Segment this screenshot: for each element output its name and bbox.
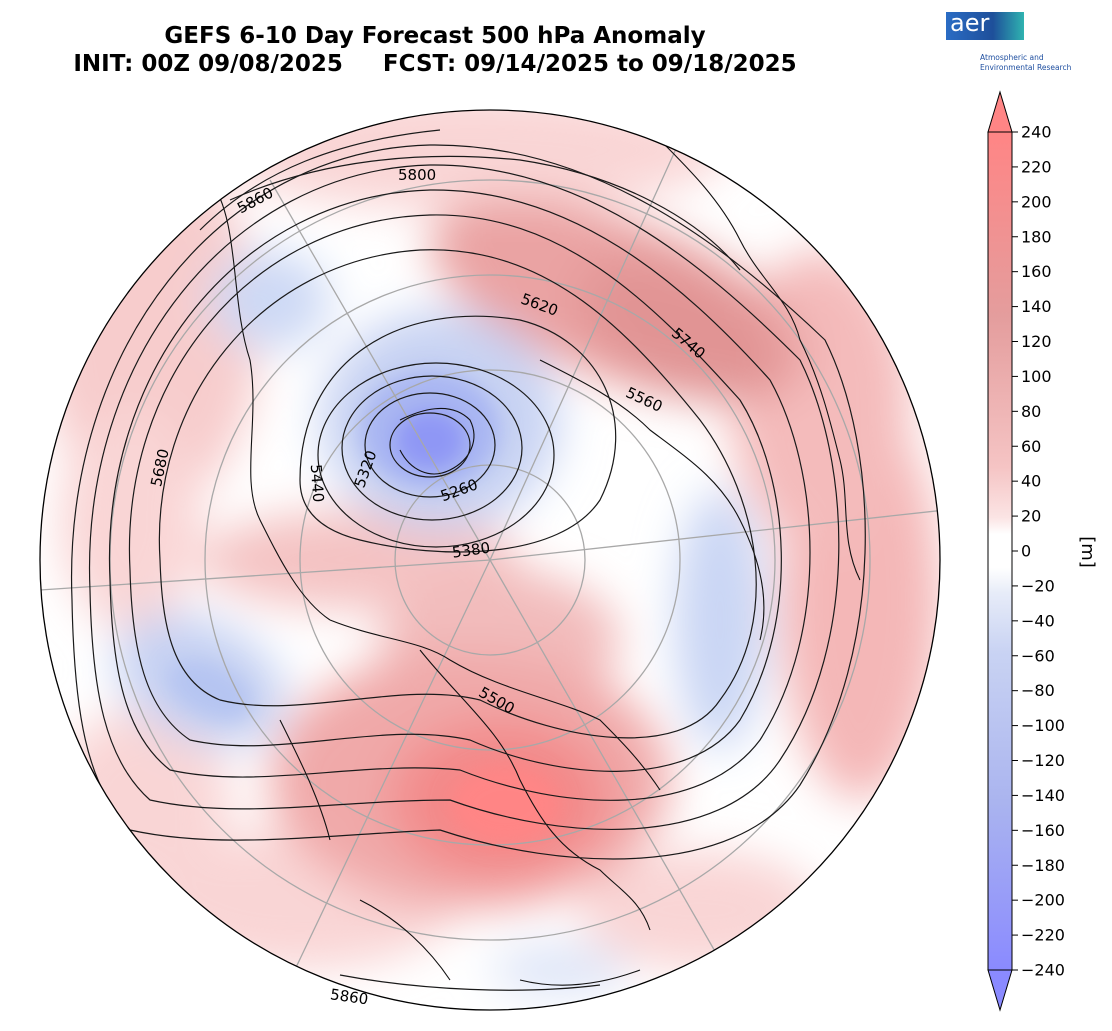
chart-title: GEFS 6-10 Day Forecast 500 hPa Anomaly [164, 23, 706, 49]
height-contours [70, 129, 866, 991]
aer-logo-subtitle-2: Environmental Research [980, 63, 1072, 72]
coastlines [209, 139, 861, 986]
map-border [39, 109, 941, 1011]
aer-logo-text: aer [950, 9, 990, 37]
aer-logo: aer Atmospheric and Environmental Resear… [946, 9, 1081, 74]
contour-label: 5440 [307, 464, 328, 503]
contour-label: 5860 [329, 985, 369, 1008]
contour-label: 5380 [451, 539, 491, 562]
aer-logo-subtitle-1: Atmospheric and [980, 53, 1044, 62]
aer-logo-box: aer [946, 9, 1024, 40]
chart-subtitle: INIT: 00Z 09/08/2025 FCST: 09/14/2025 to… [73, 51, 797, 77]
contour-label: 5800 [398, 166, 436, 184]
